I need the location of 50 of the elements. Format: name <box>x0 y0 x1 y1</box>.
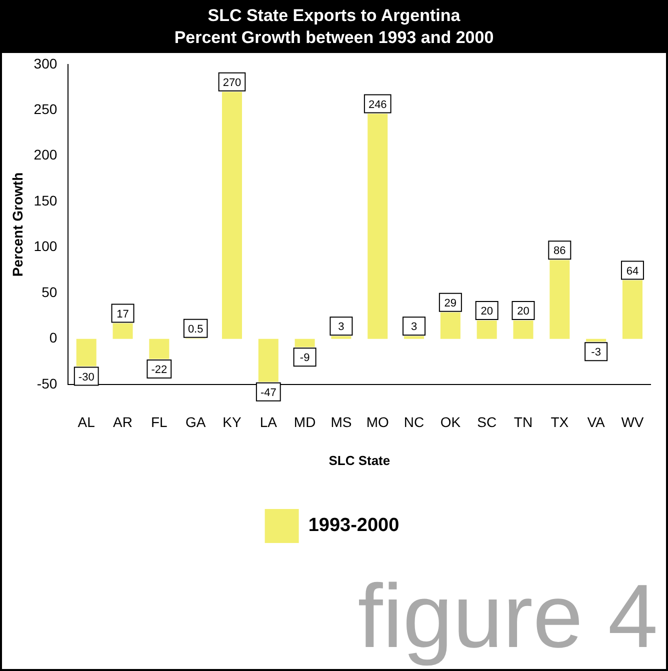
data-label: 3 <box>338 321 344 334</box>
x-tick-label: VA <box>587 414 606 430</box>
x-tick-label: MS <box>330 414 352 430</box>
caption: figure 4 <box>358 566 658 669</box>
y-tick-label: 0 <box>49 330 58 346</box>
x-tick-label: FL <box>151 414 168 430</box>
y-tick-label: 300 <box>34 55 58 72</box>
x-axis-title: SLC State <box>328 452 390 468</box>
legend-label: 1993-2000 <box>308 515 400 536</box>
data-label: 3 <box>410 321 418 334</box>
x-tick-label: WV <box>621 414 644 430</box>
data-label: 29 <box>444 297 457 310</box>
y-tick-label: 100 <box>34 238 58 254</box>
x-tick-label: TX <box>550 414 570 430</box>
data-label: 0.5 <box>188 323 204 336</box>
x-tick-label: OK <box>440 414 462 430</box>
data-label: -22 <box>151 364 168 376</box>
y-tick-label: 200 <box>34 146 58 163</box>
bar <box>76 338 96 366</box>
x-tick-label: MO <box>366 414 390 430</box>
x-tick-label: NC <box>404 414 424 430</box>
x-tick-label: LA <box>260 414 278 430</box>
data-label: 17 <box>116 308 129 320</box>
x-tick-label: AL <box>78 414 96 430</box>
bar <box>586 338 606 342</box>
bar <box>331 336 352 339</box>
y-tick-label: 250 <box>34 101 58 117</box>
x-tick-label: SC <box>477 414 497 430</box>
data-label: 86 <box>554 245 566 258</box>
y-axis-title: Percent Growth <box>9 172 26 277</box>
data-label: 64 <box>626 265 639 278</box>
bar <box>258 338 278 382</box>
data-label: -3 <box>591 346 601 359</box>
x-tick-label: KY <box>222 414 242 430</box>
data-label: 20 <box>517 306 530 318</box>
y-tick-label: -50 <box>36 375 58 392</box>
data-label: -47 <box>260 386 276 399</box>
data-label: -30 <box>78 371 94 384</box>
x-tick-label: MD <box>294 414 316 430</box>
data-label: -9 <box>300 352 310 364</box>
y-tick-label: 150 <box>34 192 58 208</box>
y-tick-label: 50 <box>42 284 58 300</box>
x-tick-label: GA <box>185 414 206 430</box>
data-label: 20 <box>480 306 493 318</box>
x-tick-label: AR <box>113 414 132 430</box>
data-label: 246 <box>368 98 387 111</box>
bar <box>404 336 424 339</box>
chart-title: SLC State Exports to Argentina Percent Growth between 1993 and 2000 <box>2 2 666 53</box>
x-tick-label: TN <box>514 414 533 430</box>
data-label: 270 <box>222 76 242 89</box>
